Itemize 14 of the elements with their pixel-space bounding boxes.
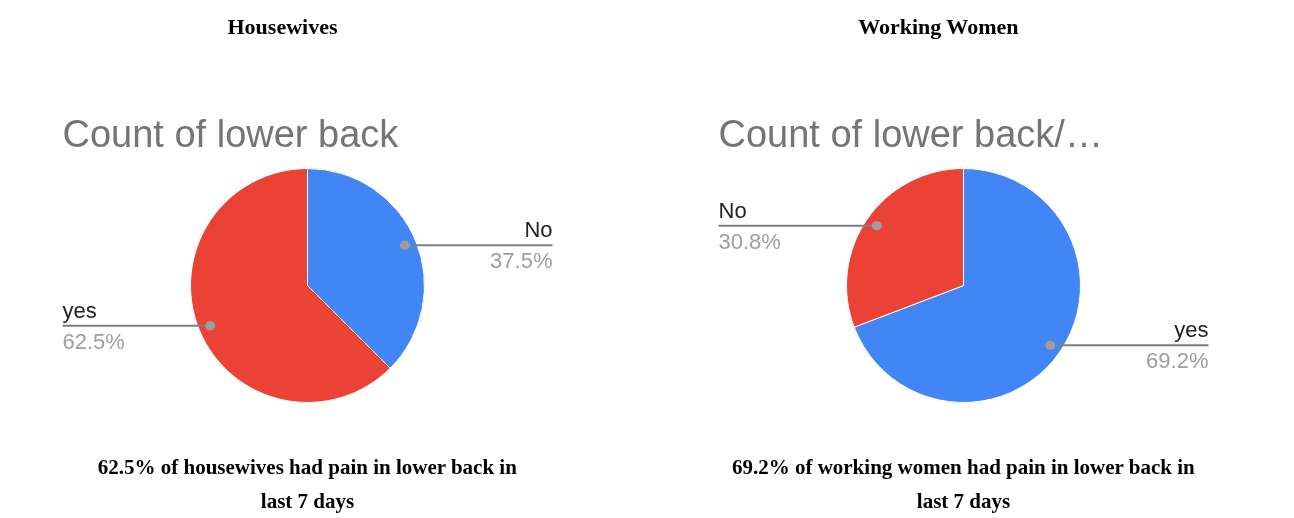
slice-label: No: [524, 217, 553, 243]
data-label: 62.5%: [62, 328, 125, 354]
slice-label: No: [718, 197, 747, 223]
data-label: 30.8%: [718, 228, 781, 254]
data-label: 37.5%: [490, 248, 553, 274]
slice-label: yes: [1174, 317, 1209, 343]
chart-subtitle: Count of lower back/…: [718, 112, 1103, 155]
text: 69.2% of working women had pain in lower back in last 7 days: [731, 454, 1196, 513]
slice-label: yes: [62, 297, 97, 323]
chart-subtitle: Count of lower back: [62, 112, 400, 155]
chart-title: Working Women: [858, 14, 1019, 39]
chart-title: Housewives: [227, 14, 338, 39]
text: 62.5% of housewives had pain in lower back in last 7 days: [97, 454, 518, 513]
data-label: 69.2%: [1146, 348, 1209, 374]
